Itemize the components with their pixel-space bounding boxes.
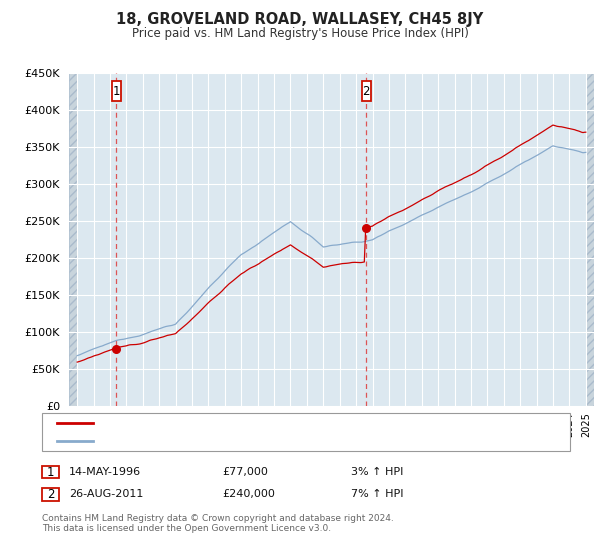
Text: 1: 1 xyxy=(47,465,54,479)
Text: 26-AUG-2011: 26-AUG-2011 xyxy=(69,489,143,500)
Text: 14-MAY-1996: 14-MAY-1996 xyxy=(69,467,141,477)
Text: Price paid vs. HM Land Registry's House Price Index (HPI): Price paid vs. HM Land Registry's House … xyxy=(131,27,469,40)
FancyBboxPatch shape xyxy=(112,81,121,101)
Text: £240,000: £240,000 xyxy=(222,489,275,500)
Text: 2: 2 xyxy=(362,85,370,97)
Text: 2: 2 xyxy=(47,488,54,501)
Text: Contains HM Land Registry data © Crown copyright and database right 2024.
This d: Contains HM Land Registry data © Crown c… xyxy=(42,514,394,534)
Text: 18, GROVELAND ROAD, WALLASEY, CH45 8JY: 18, GROVELAND ROAD, WALLASEY, CH45 8JY xyxy=(116,12,484,27)
FancyBboxPatch shape xyxy=(362,81,371,101)
Bar xyxy=(69,73,77,406)
Text: £77,000: £77,000 xyxy=(222,467,268,477)
Text: 1: 1 xyxy=(112,85,120,97)
Text: HPI: Average price, detached house, Wirral: HPI: Average price, detached house, Wirr… xyxy=(99,436,323,446)
Point xyxy=(111,344,121,353)
Text: 3% ↑ HPI: 3% ↑ HPI xyxy=(351,467,403,477)
Point xyxy=(361,224,371,233)
Text: 18, GROVELAND ROAD, WALLASEY, CH45 8JY (detached house): 18, GROVELAND ROAD, WALLASEY, CH45 8JY (… xyxy=(99,418,429,428)
Text: 7% ↑ HPI: 7% ↑ HPI xyxy=(351,489,404,500)
Bar xyxy=(586,73,594,406)
